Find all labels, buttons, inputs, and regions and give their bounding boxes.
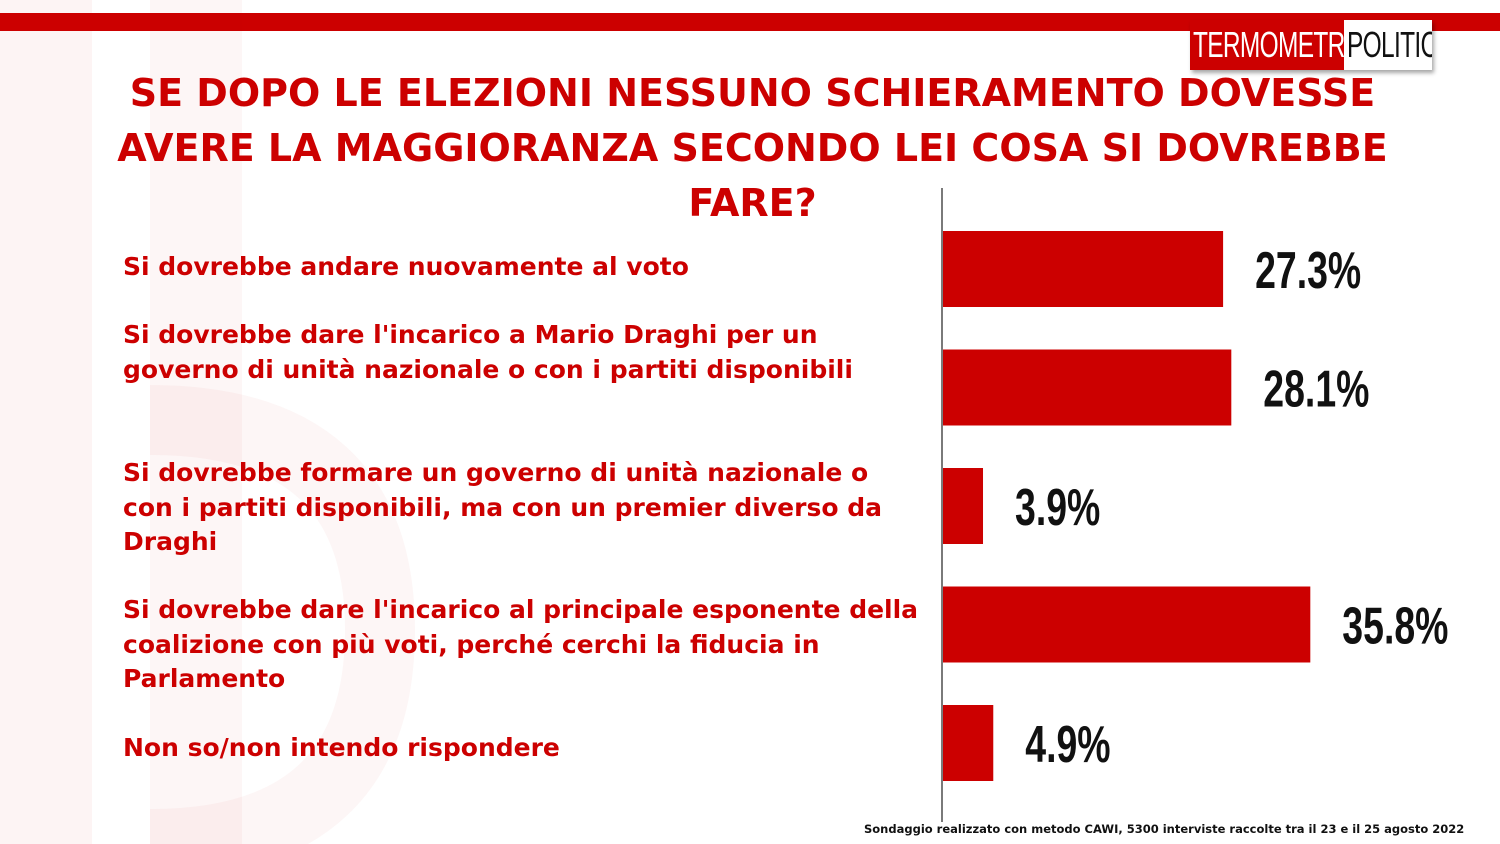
watermark-logo bbox=[0, 0, 92, 844]
chart-title: SE DOPO LE ELEZIONI NESSUNO SCHIERAMENTO… bbox=[117, 71, 1388, 225]
survey-footnote: Sondaggio realizzato con metodo CAWI, 53… bbox=[864, 822, 1465, 836]
bar bbox=[943, 586, 1311, 663]
category-label: Si dovrebbe andare nuovamente al voto bbox=[123, 252, 689, 281]
data-label: 4.9% bbox=[1025, 715, 1110, 774]
bar bbox=[943, 231, 1224, 307]
top-accent-bar bbox=[0, 13, 1500, 31]
data-label: 27.3% bbox=[1255, 241, 1361, 300]
category-label: Si dovrebbe dare l'incarico a Mario Drag… bbox=[123, 320, 853, 384]
data-label: 35.8% bbox=[1342, 596, 1448, 655]
termometro-politico-logo: TERMOMETRO POLITICO bbox=[1190, 20, 1432, 70]
data-label: 28.1% bbox=[1263, 359, 1369, 418]
bar bbox=[943, 349, 1232, 426]
data-label: 3.9% bbox=[1015, 478, 1100, 537]
bar bbox=[943, 468, 984, 544]
bar bbox=[943, 705, 994, 781]
category-label: Si dovrebbe formare un governo di unità … bbox=[123, 458, 882, 556]
category-label: Non so/non intendo rispondere bbox=[123, 733, 560, 762]
category-label: Si dovrebbe dare l'incarico al principal… bbox=[123, 595, 919, 693]
